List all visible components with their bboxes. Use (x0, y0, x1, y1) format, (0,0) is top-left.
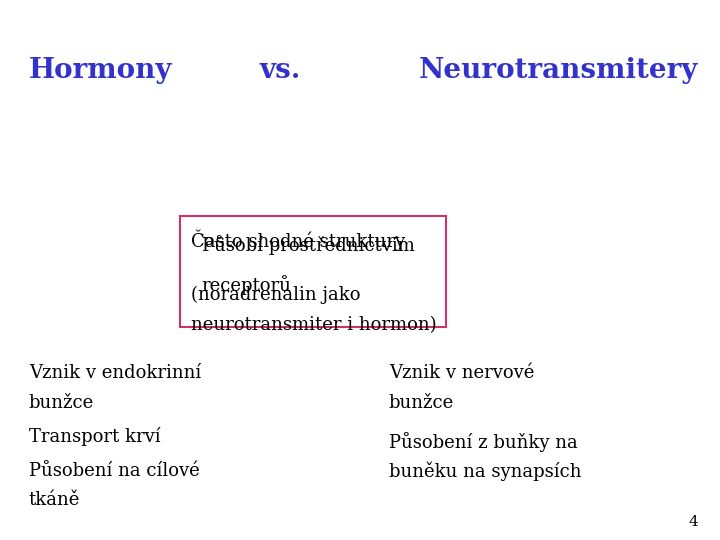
FancyBboxPatch shape (180, 216, 446, 327)
Text: Působení z buňky na: Působení z buňky na (389, 432, 577, 452)
Text: (noradrenalin jako: (noradrenalin jako (191, 286, 360, 305)
Text: Vznik v nervové: Vznik v nervové (389, 364, 534, 382)
Text: Často shodné struktury: Často shodné struktury (191, 230, 405, 251)
Text: Působení na cílové: Působení na cílové (29, 462, 199, 480)
Text: Neurotransmitery: Neurotransmitery (419, 57, 698, 84)
Text: receptorů: receptorů (202, 275, 292, 295)
Text: Hormony: Hormony (29, 57, 172, 84)
Text: Působí prostřednictvím: Působí prostřednictvím (202, 235, 415, 255)
Text: vs.: vs. (259, 57, 300, 84)
Text: Vznik v endokrinní: Vznik v endokrinní (29, 364, 201, 382)
Text: Transport krví: Transport krví (29, 427, 161, 446)
Text: bunžce: bunžce (29, 394, 94, 412)
Text: buněku na synapsích: buněku na synapsích (389, 462, 581, 481)
Text: neurotransmiter i hormon): neurotransmiter i hormon) (191, 316, 436, 334)
Text: 4: 4 (688, 515, 698, 529)
Text: tkáně: tkáně (29, 491, 80, 509)
Text: bunžce: bunžce (389, 394, 454, 412)
